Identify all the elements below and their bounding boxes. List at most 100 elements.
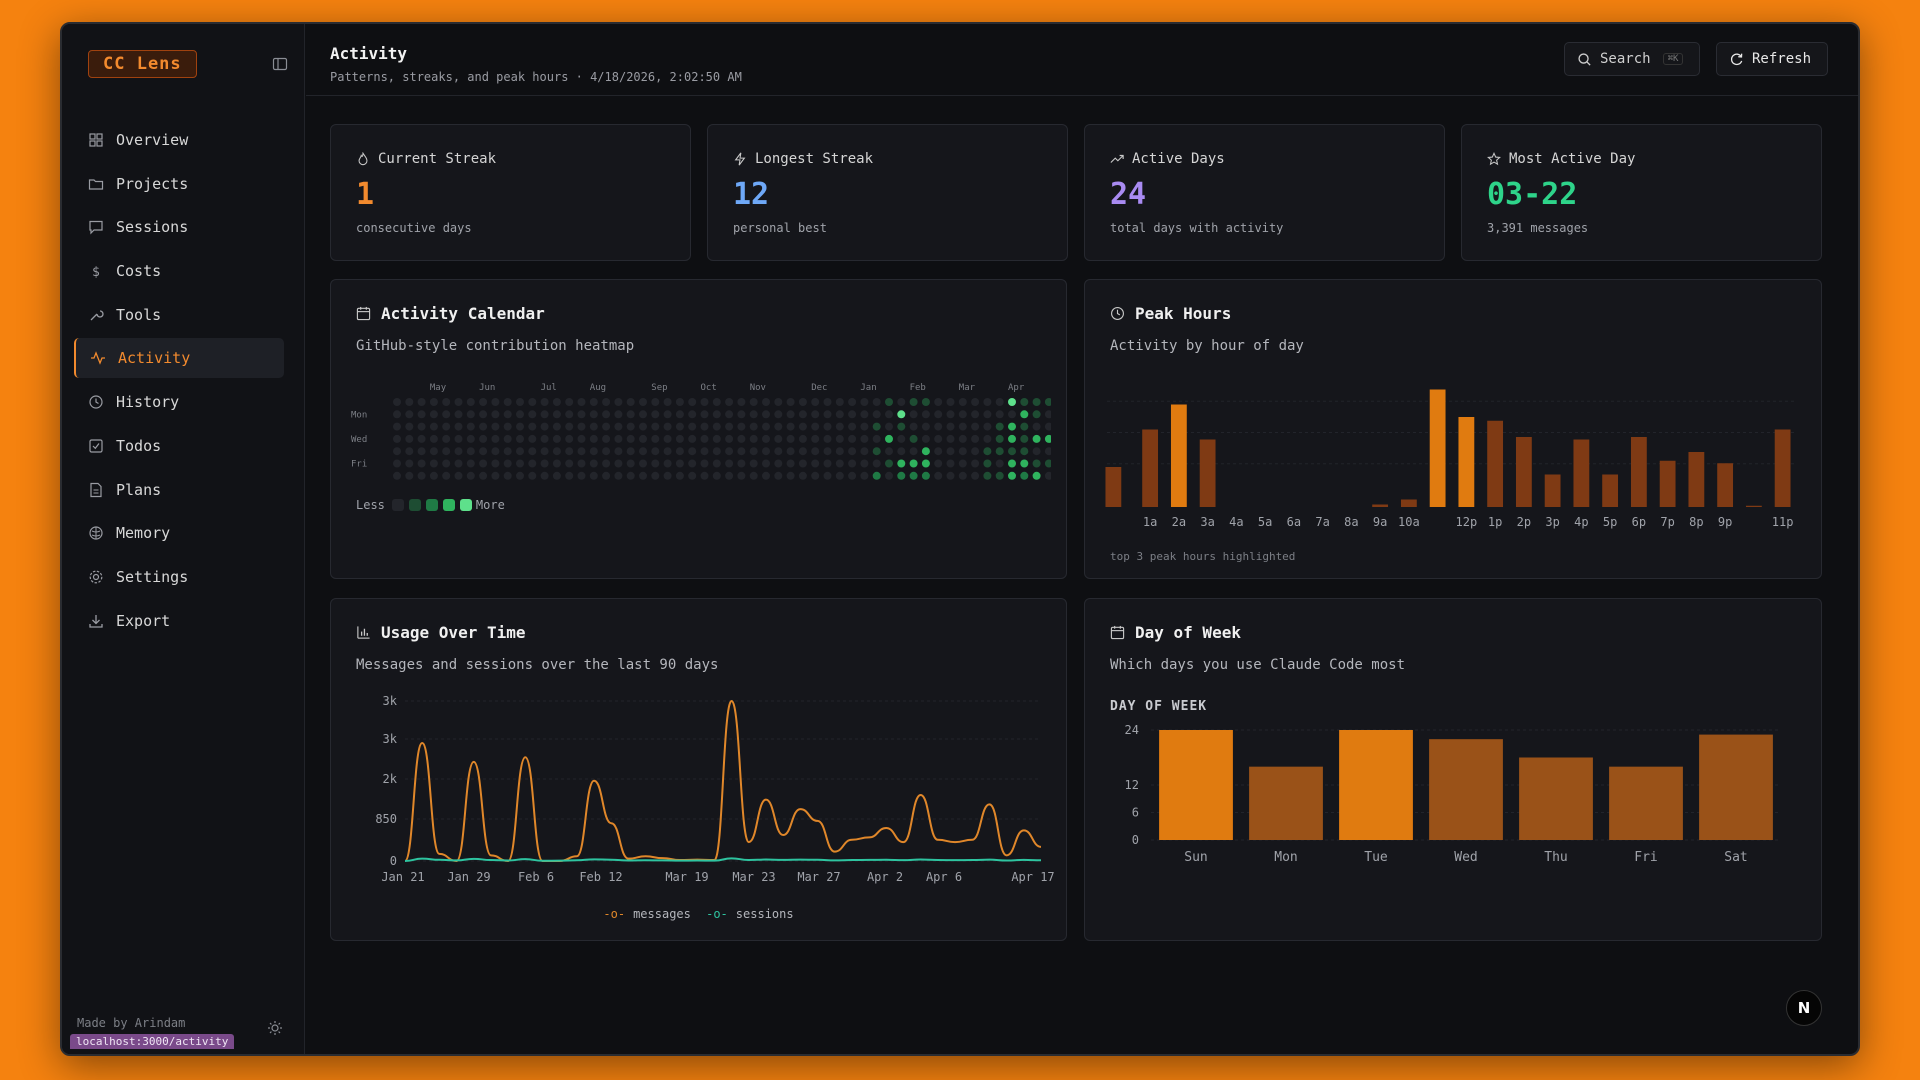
heatmap-cell[interactable]: [798, 422, 807, 431]
heatmap-cell[interactable]: [798, 447, 807, 456]
heatmap-cell[interactable]: [429, 459, 438, 468]
heatmap-cell[interactable]: [454, 398, 463, 406]
sidebar-item-plans[interactable]: Plans: [74, 470, 284, 510]
heatmap-cell[interactable]: [835, 398, 844, 406]
heatmap-cell[interactable]: [811, 447, 820, 456]
sun-icon[interactable]: [267, 1020, 283, 1036]
heatmap-cell[interactable]: [528, 434, 537, 443]
heatmap-cell[interactable]: [971, 422, 980, 431]
heatmap-cell[interactable]: [1008, 459, 1016, 468]
heatmap-cell[interactable]: [614, 422, 623, 431]
heatmap-cell[interactable]: [405, 471, 414, 480]
heatmap-cell[interactable]: [885, 410, 893, 419]
peak-hour-bar[interactable]: [1630, 437, 1647, 507]
heatmap-cell[interactable]: [540, 410, 549, 419]
heatmap-cell[interactable]: [848, 471, 857, 480]
heatmap-cell[interactable]: [417, 471, 426, 480]
heatmap-cell[interactable]: [983, 471, 992, 480]
sidebar-item-memory[interactable]: Memory: [74, 513, 284, 553]
heatmap-cell[interactable]: [602, 434, 611, 443]
heatmap-cell[interactable]: [1044, 422, 1051, 431]
heatmap-cell[interactable]: [663, 398, 672, 406]
heatmap-cell[interactable]: [454, 447, 463, 456]
peak-hour-bar[interactable]: [1487, 420, 1504, 507]
heatmap-cell[interactable]: [626, 459, 635, 468]
heatmap-cell[interactable]: [503, 410, 512, 419]
heatmap-cell[interactable]: [503, 434, 512, 443]
heatmap-cell[interactable]: [639, 434, 647, 443]
heatmap-cell[interactable]: [798, 459, 807, 468]
heatmap-cell[interactable]: [1044, 434, 1051, 443]
sidebar-item-sessions[interactable]: Sessions: [74, 207, 284, 247]
heatmap-cell[interactable]: [393, 398, 401, 406]
heatmap-cell[interactable]: [675, 447, 684, 456]
heatmap-cell[interactable]: [774, 422, 783, 431]
heatmap-cell[interactable]: [503, 422, 512, 431]
peak-hour-bar[interactable]: [1544, 474, 1561, 508]
heatmap-cell[interactable]: [1008, 434, 1016, 443]
heatmap-cell[interactable]: [885, 471, 893, 480]
heatmap-cell[interactable]: [491, 459, 500, 468]
heatmap-cell[interactable]: [552, 422, 561, 431]
heatmap-cell[interactable]: [774, 434, 783, 443]
heatmap-cell[interactable]: [663, 410, 672, 419]
heatmap-cell[interactable]: [823, 447, 832, 456]
heatmap-cell[interactable]: [577, 410, 586, 419]
heatmap-cell[interactable]: [1008, 398, 1016, 406]
peak-hour-bar[interactable]: [1573, 439, 1590, 508]
heatmap-cell[interactable]: [565, 422, 574, 431]
heatmap-cell[interactable]: [811, 434, 820, 443]
heatmap-cell[interactable]: [393, 410, 401, 419]
heatmap-cell[interactable]: [516, 410, 524, 419]
heatmap-cell[interactable]: [1044, 447, 1051, 456]
heatmap-cell[interactable]: [860, 410, 869, 419]
heatmap-cell[interactable]: [725, 447, 734, 456]
heatmap-cell[interactable]: [528, 471, 537, 480]
heatmap-cell[interactable]: [639, 471, 647, 480]
heatmap-cell[interactable]: [577, 447, 586, 456]
heatmap-cell[interactable]: [700, 410, 709, 419]
heatmap-cell[interactable]: [860, 471, 869, 480]
peak-hour-bar[interactable]: [1400, 499, 1417, 508]
heatmap-cell[interactable]: [663, 447, 672, 456]
heatmap-cell[interactable]: [872, 471, 881, 480]
heatmap-cell[interactable]: [725, 434, 734, 443]
heatmap-cell[interactable]: [885, 459, 893, 468]
heatmap-cell[interactable]: [466, 459, 475, 468]
heatmap-cell[interactable]: [491, 447, 500, 456]
heatmap-cell[interactable]: [971, 459, 980, 468]
heatmap-cell[interactable]: [934, 471, 943, 480]
heatmap-cell[interactable]: [516, 459, 524, 468]
heatmap-cell[interactable]: [860, 459, 869, 468]
heatmap-cell[interactable]: [589, 422, 598, 431]
heatmap-cell[interactable]: [786, 447, 795, 456]
heatmap-cell[interactable]: [786, 434, 795, 443]
heatmap-cell[interactable]: [528, 398, 537, 406]
heatmap-cell[interactable]: [749, 422, 758, 431]
peak-hour-bar[interactable]: [1170, 404, 1187, 508]
heatmap-cell[interactable]: [774, 471, 783, 480]
heatmap-cell[interactable]: [811, 398, 820, 406]
heatmap-cell[interactable]: [848, 434, 857, 443]
heatmap-cell[interactable]: [811, 410, 820, 419]
heatmap-cell[interactable]: [712, 471, 721, 480]
heatmap-cell[interactable]: [774, 410, 783, 419]
heatmap-cell[interactable]: [921, 422, 930, 431]
heatmap-cell[interactable]: [885, 422, 893, 431]
heatmap-cell[interactable]: [798, 471, 807, 480]
heatmap-cell[interactable]: [786, 398, 795, 406]
heatmap-cell[interactable]: [897, 434, 906, 443]
heatmap-cell[interactable]: [675, 434, 684, 443]
usage-line-sessions[interactable]: [404, 857, 1042, 862]
heatmap-cell[interactable]: [675, 471, 684, 480]
heatmap-cell[interactable]: [565, 410, 574, 419]
heatmap-cell[interactable]: [614, 447, 623, 456]
heatmap-cell[interactable]: [995, 459, 1004, 468]
heatmap-cell[interactable]: [429, 410, 438, 419]
heatmap-cell[interactable]: [479, 422, 488, 431]
heatmap-cell[interactable]: [675, 398, 684, 406]
heatmap-cell[interactable]: [1008, 422, 1016, 431]
heatmap-cell[interactable]: [995, 410, 1004, 419]
heatmap-cell[interactable]: [860, 422, 869, 431]
heatmap-cell[interactable]: [995, 422, 1004, 431]
